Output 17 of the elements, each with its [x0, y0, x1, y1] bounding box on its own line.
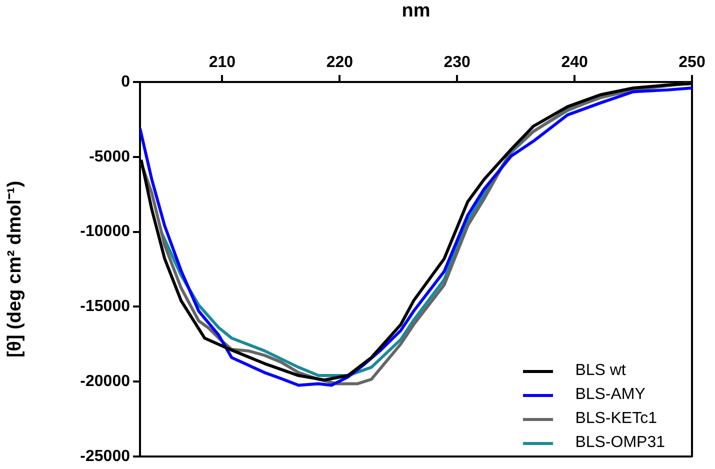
legend-label: BLS-AMY — [575, 386, 646, 404]
x-tick-label: 230 — [444, 54, 471, 71]
x-tick-label: 250 — [678, 54, 706, 71]
legend-label: BLS-OMP31 — [575, 434, 665, 452]
y-tick-label: -15000 — [80, 298, 130, 316]
x-tick-label: 240 — [561, 54, 588, 71]
y-tick-label: -20000 — [80, 372, 130, 390]
x-tick-label: 210 — [208, 54, 236, 71]
x-axis-title: nm — [402, 0, 430, 22]
y-axis-title: [θ] (deg cm² dmol⁻¹) — [4, 180, 26, 358]
y-tick-label: -10000 — [80, 223, 130, 240]
y-tick-label: -25000 — [80, 448, 130, 465]
y-tick-label: -5000 — [89, 148, 130, 166]
legend-label: BLS wt — [575, 362, 626, 380]
y-tick-label: 0 — [121, 73, 130, 90]
x-tick-label: 220 — [326, 54, 354, 71]
legend-label: BLS-KETc1 — [575, 410, 657, 428]
